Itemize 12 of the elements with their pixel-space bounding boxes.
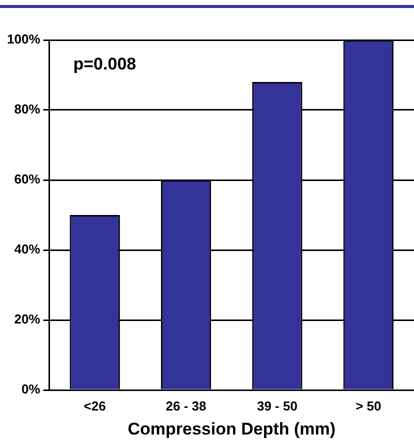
x-axis-title: Compression Depth (mm) bbox=[128, 419, 336, 438]
annotation: p=0.008 bbox=[73, 54, 136, 74]
y-tick-label: 100% bbox=[7, 32, 41, 47]
x-tick-label: 39 - 50 bbox=[256, 398, 298, 414]
y-tick-label: 80% bbox=[14, 102, 41, 117]
y-tick-label: 0% bbox=[21, 382, 41, 397]
y-tick-label: 60% bbox=[14, 172, 41, 187]
y-tick-label: 40% bbox=[14, 242, 41, 257]
x-tick-label: > 50 bbox=[356, 398, 382, 414]
y-tick-label: 20% bbox=[14, 312, 41, 327]
x-tick-label: <26 bbox=[84, 398, 106, 414]
x-tick-label: 26 - 38 bbox=[166, 398, 206, 414]
